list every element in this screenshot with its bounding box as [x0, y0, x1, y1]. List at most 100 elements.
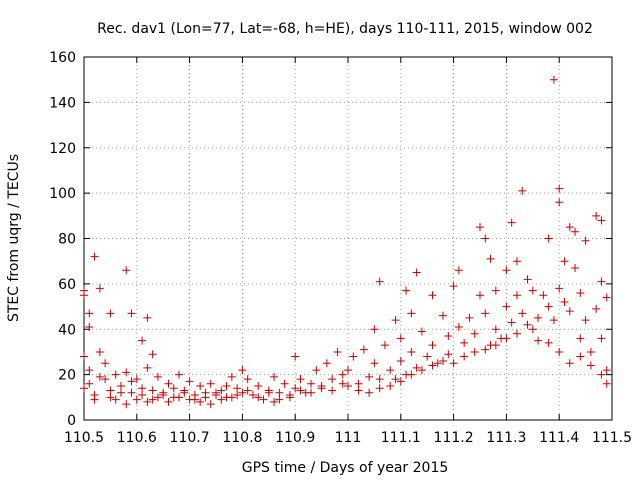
x-axis-label: GPS time / Days of year 2015: [242, 460, 449, 476]
data-point: [116, 381, 125, 390]
data-point: [275, 395, 284, 404]
y-tick-label: 120: [49, 141, 76, 157]
data-point: [175, 370, 184, 379]
data-point: [85, 309, 94, 318]
data-point: [80, 352, 88, 361]
data-point: [196, 397, 205, 406]
x-tick-label: 111.1: [381, 430, 421, 446]
data-point: [544, 302, 553, 311]
x-tick-label: 111.5: [592, 430, 632, 446]
data-point: [333, 347, 342, 356]
data-point: [507, 318, 516, 327]
data-point: [90, 252, 99, 261]
data-point: [365, 372, 374, 381]
data-point: [132, 395, 141, 404]
data-point: [344, 366, 352, 375]
data-point: [571, 227, 580, 236]
data-point: [407, 370, 416, 379]
data-point: [544, 234, 553, 243]
data-point: [354, 386, 363, 395]
y-tick-label: 100: [49, 186, 76, 202]
y-tick-label: 20: [58, 368, 76, 384]
chart-title: Rec. dav1 (Lon=77, Lat=-68, h=HE), days …: [97, 21, 593, 37]
data-point: [502, 302, 511, 311]
x-tick-label: 111.2: [434, 430, 474, 446]
data-point: [549, 316, 558, 325]
data-point: [444, 332, 453, 341]
data-point: [116, 388, 125, 397]
data-point: [391, 316, 400, 325]
data-point: [190, 395, 199, 404]
data-point: [169, 393, 178, 402]
data-point: [439, 357, 448, 366]
data-point: [470, 347, 479, 356]
data-point: [592, 211, 601, 220]
data-point: [518, 309, 527, 318]
data-point: [481, 309, 490, 318]
data-point: [491, 325, 500, 334]
data-point: [338, 379, 347, 388]
data-point: [101, 375, 110, 384]
data-point: [138, 336, 147, 345]
data-point: [481, 345, 490, 354]
data-point: [476, 223, 484, 232]
data-point: [196, 381, 205, 390]
data-point: [454, 322, 463, 331]
data-point: [444, 350, 453, 359]
data-point: [307, 379, 316, 388]
data-point: [439, 311, 448, 320]
data-point: [349, 352, 358, 361]
data-point: [523, 320, 532, 329]
data-point: [491, 286, 500, 295]
data-point: [528, 325, 537, 334]
data-point: [227, 372, 236, 381]
data-point: [148, 386, 157, 395]
data-point: [127, 377, 136, 386]
data-point: [555, 198, 564, 207]
y-tick-label: 160: [49, 50, 76, 66]
y-tick-label: 140: [49, 95, 76, 111]
data-point: [317, 381, 326, 390]
data-point: [201, 393, 210, 402]
data-point: [90, 395, 99, 404]
data-point: [275, 388, 284, 397]
data-point: [581, 316, 590, 325]
data-point: [407, 347, 416, 356]
y-axis: 0 20 40 60 80 100 120 140 160: [49, 50, 612, 429]
x-tick-label: 110.7: [170, 430, 210, 446]
data-point: [233, 391, 242, 400]
data-point: [507, 218, 516, 227]
data-point: [164, 397, 173, 406]
data-point: [370, 325, 379, 334]
data-point: [523, 275, 532, 284]
data-series-stec: [80, 75, 611, 409]
data-point: [460, 352, 469, 361]
data-point: [222, 393, 231, 402]
data-point: [396, 357, 405, 366]
data-point: [518, 186, 527, 195]
data-point: [291, 352, 300, 361]
data-point: [428, 291, 437, 300]
data-point: [412, 363, 421, 372]
data-point: [549, 75, 558, 84]
y-tick-label: 60: [58, 277, 76, 293]
data-point: [428, 341, 437, 350]
data-point: [95, 284, 104, 293]
data-point: [217, 395, 226, 404]
data-point: [101, 359, 110, 368]
data-point: [565, 223, 574, 232]
data-point: [512, 257, 521, 266]
data-point: [576, 288, 585, 297]
data-point: [85, 379, 94, 388]
data-point: [270, 397, 279, 406]
data-point: [386, 366, 395, 375]
data-point: [85, 322, 94, 331]
data-point: [122, 400, 131, 409]
data-point: [280, 379, 289, 388]
data-point: [502, 266, 511, 275]
data-point: [428, 361, 437, 370]
data-point: [402, 286, 411, 295]
x-tick-label: 111: [335, 430, 362, 446]
x-axis: 110.5 110.6 110.7 110.8 110.9 111 111.1 111.2 11…: [64, 57, 632, 446]
